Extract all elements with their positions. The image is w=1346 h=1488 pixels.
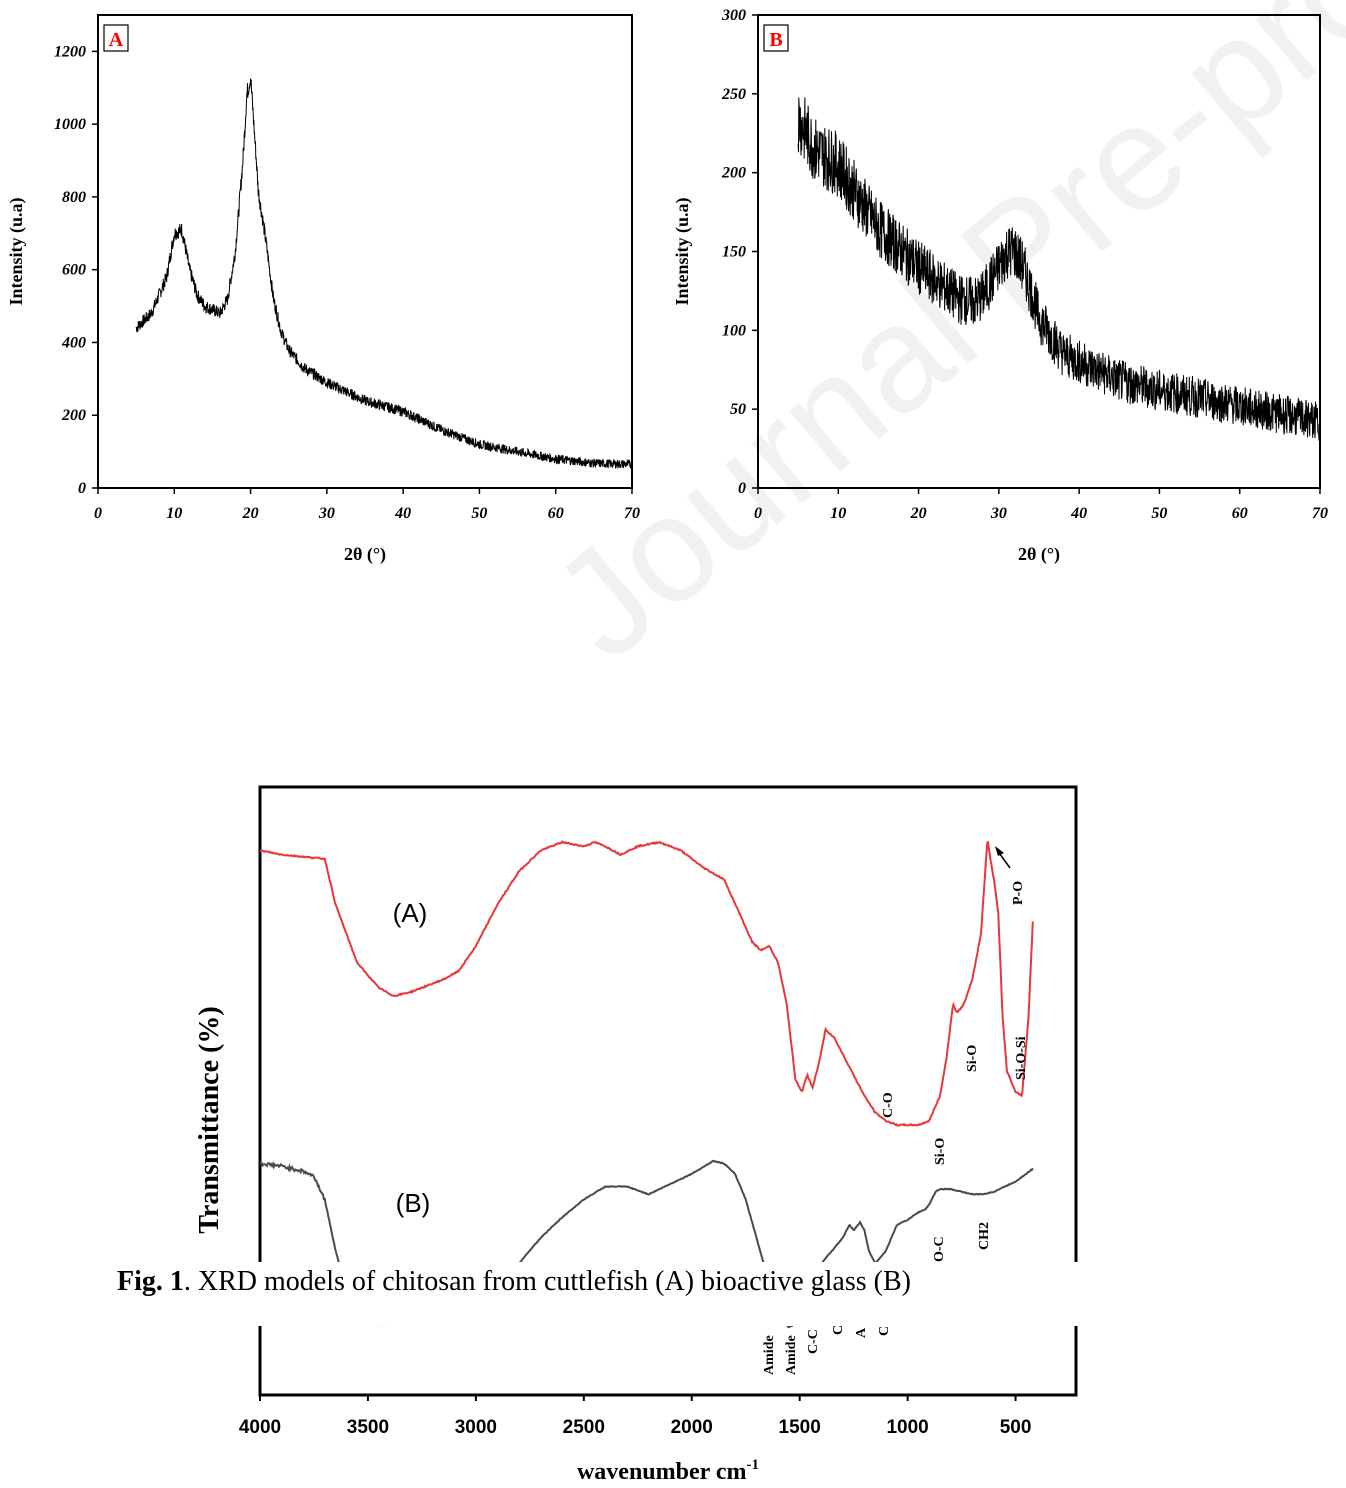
xrd-a-xtick-label: 20 <box>242 505 259 522</box>
xrd-b-panel-label-box <box>763 24 789 52</box>
xrd-a-frame <box>97 14 633 489</box>
xrd-b-panel-label: B <box>769 29 782 51</box>
xrd-a-ylabel: Intensity (u.a) <box>6 197 27 305</box>
xrd-b-ylabel: Intensity (u.a) <box>672 197 693 305</box>
xrd-b-ytick-label: 50 <box>730 401 746 418</box>
ftir-p-o-arrow-head <box>995 846 1004 856</box>
ftir-annotation-c-2: C <box>877 1326 892 1336</box>
ftir-xlabel-superscript: -1 <box>747 1457 760 1473</box>
ftir-annotation-o-c: O-C <box>932 1236 947 1262</box>
ftir-series-a-line <box>260 840 1034 1127</box>
xrd-b-ytick-label: 250 <box>721 86 746 103</box>
ftir-xtick-label: 3000 <box>455 1417 497 1438</box>
ftir-annotation-si-o-2: Si-O <box>965 1045 980 1072</box>
ftir-xtick-label: 4000 <box>239 1417 281 1438</box>
ftir-annotation-a: A <box>854 1327 869 1338</box>
ftir-xtick-label: 500 <box>1000 1417 1032 1438</box>
xrd-b-xlabel: 2θ (°) <box>1018 544 1060 565</box>
ftir-ylabel: Transmittance (%) <box>194 1006 225 1233</box>
ftir-annotation-amide-1: Amide <box>762 1335 777 1375</box>
ftir-annotation-si-o-si: Si-O-Si <box>1014 1036 1029 1080</box>
ftir-annotation-p-o: P-O <box>1011 881 1026 905</box>
xrd-b-ytick-label: 150 <box>722 244 746 261</box>
xrd-a-ytick-label: 0 <box>78 480 86 497</box>
ftir-annotation-c-1: C <box>831 1325 846 1335</box>
xrd-b-ytick-label: 300 <box>721 7 746 24</box>
ftir-annotation-c-o: C-O <box>881 1092 896 1118</box>
xrd-b-ytick-label: 0 <box>738 480 746 497</box>
caption-background <box>0 1262 1346 1326</box>
xrd-a-xtick-label: 0 <box>94 505 102 522</box>
figure-caption: Fig. 1. XRD models of chitosan from cutt… <box>117 1266 911 1298</box>
caption-text: . XRD models of chitosan from cuttlefish… <box>183 1266 911 1297</box>
xrd-a-xtick-label: 40 <box>394 505 411 522</box>
xrd-a-ytick-label: 1200 <box>54 43 86 60</box>
xrd-a-ytick-label: 200 <box>61 407 86 424</box>
xrd-b-ytick-label: 100 <box>722 322 746 339</box>
ftir-xtick-label: 2000 <box>671 1417 713 1438</box>
xrd-a-xtick-label: 30 <box>318 505 335 522</box>
ftir-xlabel: wavenumber cm-1 <box>577 1457 759 1485</box>
xrd-b-series-line <box>797 97 1321 442</box>
ftir-series-b-label: (B) <box>396 1188 431 1218</box>
xrd-a-ytick-label: 800 <box>62 189 86 206</box>
ftir-annotation-c-c: C-C <box>806 1329 821 1354</box>
ftir-xtick-label: 1500 <box>779 1417 821 1438</box>
ftir-annotation-amide-2: Amide <box>784 1335 799 1375</box>
ftir-series-a-label: (A) <box>393 898 428 928</box>
xrd-b-xtick-label: 70 <box>1312 505 1328 522</box>
xrd-b-xtick-label: 50 <box>1151 505 1167 522</box>
ftir-xtick-label: 3500 <box>347 1417 389 1438</box>
xrd-b-xtick-label: 60 <box>1232 505 1248 522</box>
caption-prefix: Fig. 1 <box>117 1266 184 1297</box>
xrd-b-xtick-label: 10 <box>830 505 846 522</box>
xrd-b-xtick-label: 40 <box>1070 505 1087 522</box>
xrd-a-ytick-label: 600 <box>62 262 86 279</box>
xrd-a-xtick-label: 50 <box>471 505 487 522</box>
xrd-b-xtick-label: 30 <box>990 505 1007 522</box>
xrd-a-xtick-label: 10 <box>166 505 182 522</box>
xrd-b-xtick-label: 0 <box>754 505 762 522</box>
ftir-xtick-label: 2500 <box>563 1417 605 1438</box>
ftir-annotation-si-o-1: Si-O <box>933 1138 948 1165</box>
xrd-a-xlabel: 2θ (°) <box>344 544 386 565</box>
xrd-a-series-line <box>135 78 633 469</box>
xrd-b-ytick-label: 200 <box>721 165 746 182</box>
xrd-a-xtick-label: 70 <box>624 505 640 522</box>
ftir-xtick-label: 1000 <box>886 1417 928 1438</box>
xrd-a-panel-label: A <box>109 29 124 51</box>
xrd-b-xtick-label: 20 <box>910 505 927 522</box>
xrd-a-ytick-label: 400 <box>61 334 86 351</box>
xrd-a-xtick-label: 60 <box>548 505 564 522</box>
xrd-a-panel-label-box <box>103 24 129 52</box>
ftir-frame <box>258 785 1078 1397</box>
ftir-annotation-ch2: CH2 <box>977 1222 992 1250</box>
xrd-a-ytick-label: 1000 <box>54 116 86 133</box>
